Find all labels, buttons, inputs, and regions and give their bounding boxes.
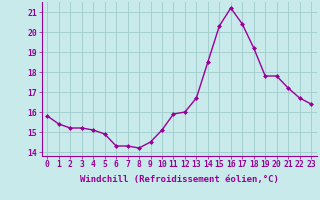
X-axis label: Windchill (Refroidissement éolien,°C): Windchill (Refroidissement éolien,°C): [80, 175, 279, 184]
